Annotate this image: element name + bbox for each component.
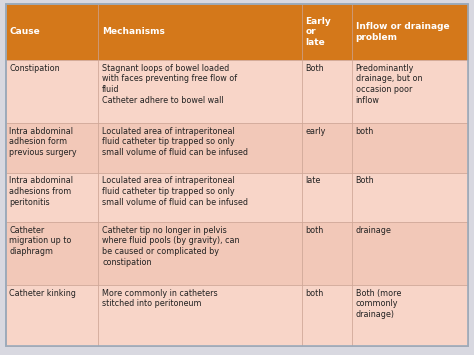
Bar (6, 222, 98, 285)
Bar (302, 123, 352, 173)
Bar (98, 222, 302, 285)
Bar (302, 222, 352, 285)
Text: Early
or
late: Early or late (306, 17, 331, 47)
Text: Catheter
migration up to
diaphragm: Catheter migration up to diaphragm (9, 226, 72, 256)
Bar (98, 4, 302, 60)
Text: Both: Both (356, 176, 374, 185)
Bar (302, 173, 352, 222)
Text: More commonly in catheters
stitched into peritoneum: More commonly in catheters stitched into… (102, 289, 218, 308)
Text: Loculated area of intraperitoneal
fluid catheter tip trapped so only
small volum: Loculated area of intraperitoneal fluid … (102, 176, 248, 207)
Bar (98, 173, 302, 222)
Bar (352, 285, 468, 346)
Text: Mechanisms: Mechanisms (102, 27, 165, 36)
Text: Intra abdominal
adhesion form
previous surgery: Intra abdominal adhesion form previous s… (9, 126, 77, 157)
Text: Cause: Cause (9, 27, 40, 36)
Text: early: early (306, 126, 326, 136)
Bar (302, 60, 352, 123)
Text: late: late (306, 176, 321, 185)
Text: Predominantly
drainage, but on
occasion poor
inflow: Predominantly drainage, but on occasion … (356, 64, 422, 105)
Text: Both (more
commonly
drainage): Both (more commonly drainage) (356, 289, 401, 319)
Bar (6, 4, 98, 60)
Bar (352, 173, 468, 222)
Text: both: both (356, 126, 374, 136)
Text: Stagnant loops of bowel loaded
with faces preventing free flow of
fluid
Catheter: Stagnant loops of bowel loaded with face… (102, 64, 237, 105)
Text: Inflow or drainage
problem: Inflow or drainage problem (356, 22, 449, 42)
Text: Both: Both (306, 64, 324, 73)
Bar (6, 123, 98, 173)
Bar (6, 60, 98, 123)
Text: Catheter tip no longer in pelvis
where fluid pools (by gravity), can
be caused o: Catheter tip no longer in pelvis where f… (102, 226, 239, 267)
Bar (302, 4, 352, 60)
Bar (6, 285, 98, 346)
Bar (6, 173, 98, 222)
Bar (98, 285, 302, 346)
Bar (352, 4, 468, 60)
Bar (352, 222, 468, 285)
Bar (352, 60, 468, 123)
Text: both: both (306, 226, 324, 235)
Text: drainage: drainage (356, 226, 392, 235)
Bar (98, 123, 302, 173)
Bar (98, 60, 302, 123)
Text: Loculated area of intraperitoneal
fluid catheter tip trapped so only
small volum: Loculated area of intraperitoneal fluid … (102, 126, 248, 157)
Text: Catheter kinking: Catheter kinking (9, 289, 76, 297)
Text: Intra abdominal
adhesions from
peritonitis: Intra abdominal adhesions from peritonit… (9, 176, 73, 207)
Bar (302, 285, 352, 346)
Text: both: both (306, 289, 324, 297)
Bar (352, 123, 468, 173)
Text: Constipation: Constipation (9, 64, 60, 73)
